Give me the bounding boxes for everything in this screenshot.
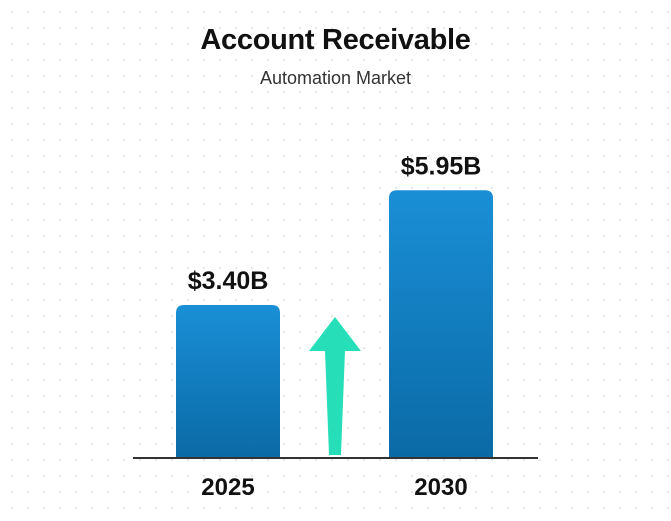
bar-2025	[176, 305, 280, 458]
chart-subtitle: Automation Market	[259, 68, 412, 88]
up-arrow-icon	[309, 317, 361, 455]
x-tick-label-2025: 2025	[201, 474, 254, 501]
labels-group: $3.40B 2025 $5.95B 2030	[188, 152, 482, 501]
bars-group	[176, 190, 493, 458]
x-tick-label-2030: 2030	[414, 474, 467, 501]
chart-title: Account Receivable	[200, 24, 471, 56]
bar-2030	[389, 190, 493, 458]
data-label-2025: $3.40B	[188, 267, 269, 295]
data-label-2030: $5.95B	[401, 152, 482, 180]
